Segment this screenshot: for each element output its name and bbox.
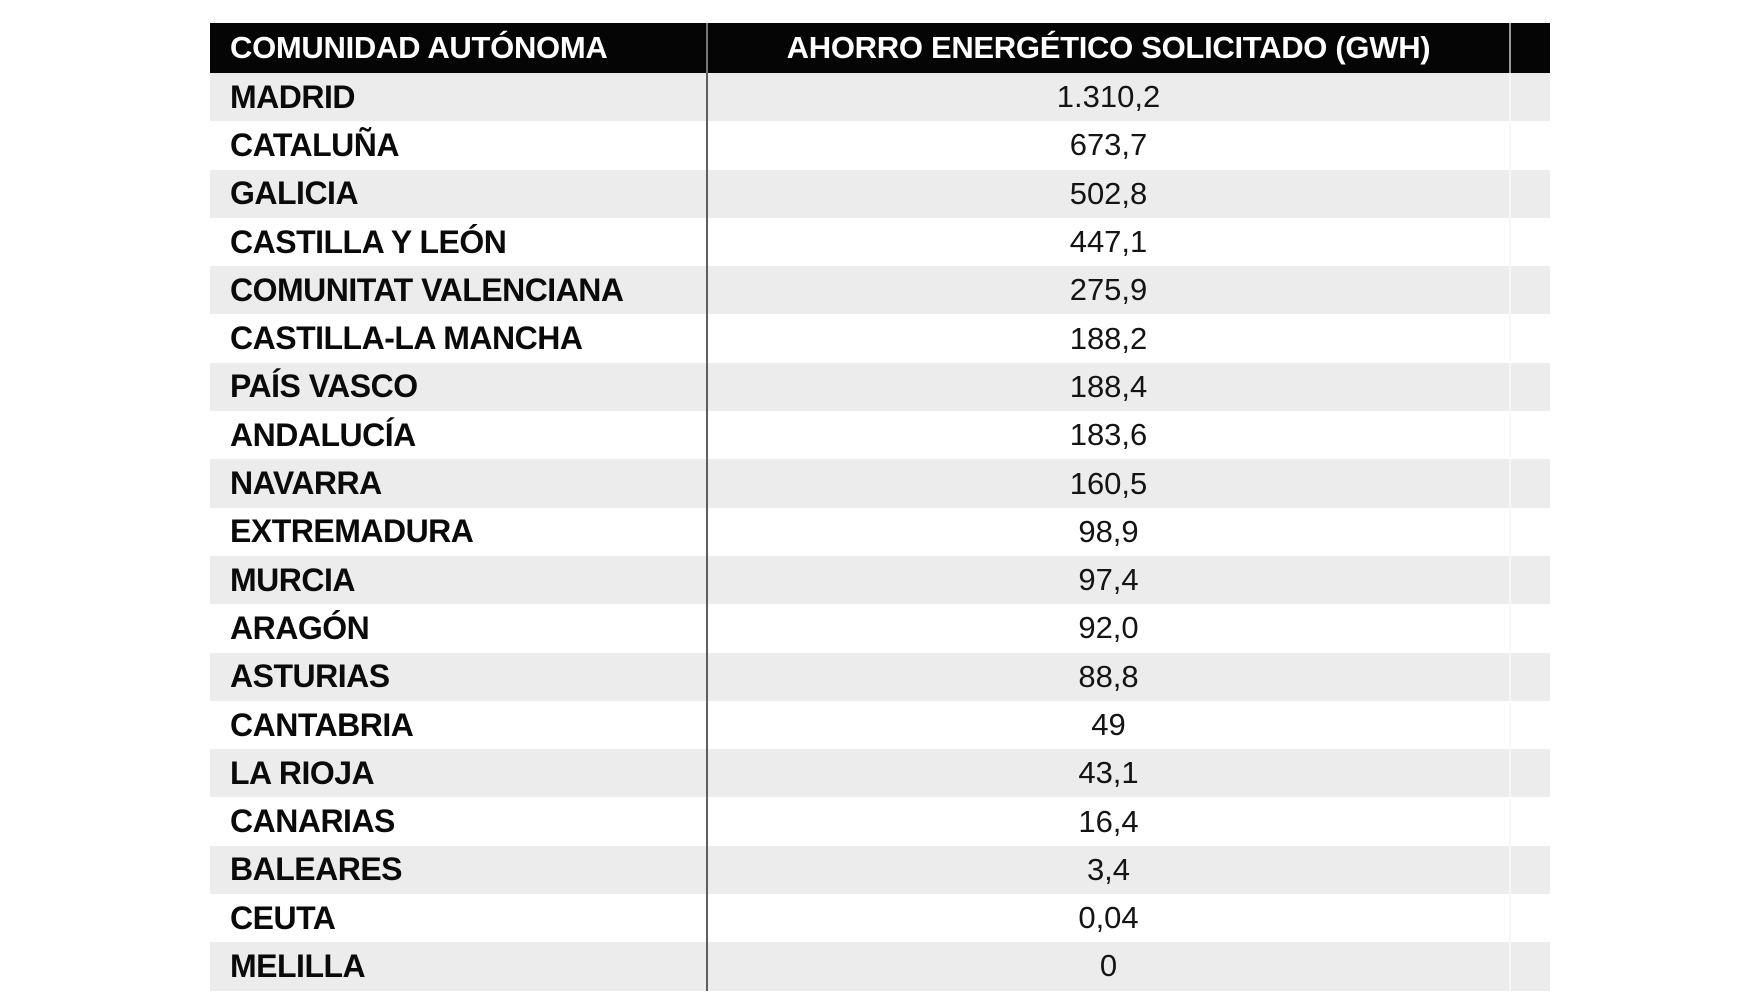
spacer-cell — [1509, 845, 1550, 895]
comunidad-cell: ARAGÓN — [230, 609, 370, 646]
comunidad-cell: MELILLA — [230, 947, 366, 984]
spacer-cell — [1509, 700, 1550, 750]
ahorro-cell: 673,7 — [706, 121, 1510, 170]
comunidad-cell: ANDALUCÍA — [230, 416, 416, 453]
table-row: ARAGÓN 92,0 — [210, 604, 1550, 653]
ahorro-cell: 49 — [706, 700, 1510, 750]
ahorro-cell: 43,1 — [706, 749, 1510, 798]
table-row: CASTILLA-LA MANCHA 188,2 — [210, 314, 1550, 363]
header-cell-spacer — [1509, 23, 1550, 73]
ahorro-cell: 1.310,2 — [706, 73, 1510, 122]
spacer-cell — [1509, 942, 1550, 991]
spacer-cell — [1509, 894, 1550, 943]
table-row: BALEARES 3,4 — [210, 845, 1550, 895]
table-row: MADRID 1.310,2 — [210, 73, 1550, 122]
comunidad-cell: CEUTA — [230, 899, 336, 936]
table-row: CATALUÑA 673,7 — [210, 121, 1550, 170]
ahorro-cell: 188,2 — [706, 314, 1510, 363]
spacer-cell — [1509, 266, 1550, 315]
ahorro-cell: 98,9 — [706, 507, 1510, 556]
comunidad-cell: CANARIAS — [230, 803, 395, 840]
comunidad-cell: COMUNITAT VALENCIANA — [230, 271, 624, 308]
spacer-cell — [1509, 797, 1550, 846]
spacer-cell — [1509, 507, 1550, 556]
table-row: ASTURIAS 88,8 — [210, 652, 1550, 701]
table-row: MURCIA 97,4 — [210, 555, 1550, 605]
comunidad-cell: ASTURIAS — [230, 658, 390, 695]
comunidad-cell: MURCIA — [230, 561, 355, 598]
ahorro-cell: 0,04 — [706, 894, 1510, 943]
comunidad-cell: CANTABRIA — [230, 706, 414, 743]
table-row: ANDALUCÍA 183,6 — [210, 411, 1550, 460]
comunidad-cell: EXTREMADURA — [230, 513, 474, 550]
table-row: CANTABRIA 49 — [210, 700, 1550, 750]
spacer-cell — [1509, 604, 1550, 653]
table-row: COMUNITAT VALENCIANA 275,9 — [210, 266, 1550, 315]
comunidad-cell: CATALUÑA — [230, 126, 400, 163]
spacer-cell — [1509, 121, 1550, 170]
spacer-cell — [1509, 652, 1550, 701]
table-row: PAÍS VASCO 188,4 — [210, 362, 1550, 412]
comunidad-cell: BALEARES — [230, 851, 403, 888]
comunidad-cell: CASTILLA Y LEÓN — [230, 223, 507, 260]
table-row: CASTILLA Y LEÓN 447,1 — [210, 217, 1550, 267]
spacer-cell — [1509, 411, 1550, 460]
ahorro-cell: 92,0 — [706, 604, 1510, 653]
table-row: LA RIOJA 43,1 — [210, 749, 1550, 798]
comunidad-cell: MADRID — [230, 78, 355, 115]
comunidad-cell: CASTILLA-LA MANCHA — [230, 320, 583, 357]
ahorro-cell: 3,4 — [706, 845, 1510, 895]
table-row: GALICIA 502,8 — [210, 169, 1550, 218]
comunidad-cell: LA RIOJA — [230, 754, 375, 791]
ahorro-cell: 183,6 — [706, 411, 1510, 460]
ahorro-cell: 275,9 — [706, 266, 1510, 315]
table-row: EXTREMADURA 98,9 — [210, 507, 1550, 556]
table-row: NAVARRA 160,5 — [210, 459, 1550, 508]
spacer-cell — [1509, 314, 1550, 363]
ahorro-cell: 160,5 — [706, 459, 1510, 508]
table-row: MELILLA 0 — [210, 942, 1550, 991]
spacer-cell — [1509, 169, 1550, 218]
comunidad-cell: PAÍS VASCO — [230, 368, 418, 405]
ahorro-cell: 447,1 — [706, 217, 1510, 267]
spacer-cell — [1509, 749, 1550, 798]
energy-savings-table: COMUNIDAD AUTÓNOMA AHORRO ENERGÉTICO SOL… — [210, 23, 1550, 991]
ahorro-cell: 88,8 — [706, 652, 1510, 701]
spacer-cell — [1509, 555, 1550, 605]
header-cell-ahorro: AHORRO ENERGÉTICO SOLICITADO (GWH) — [706, 23, 1510, 73]
ahorro-cell: 188,4 — [706, 362, 1510, 412]
header-cell-comunidad: COMUNIDAD AUTÓNOMA — [210, 23, 707, 73]
spacer-cell — [1509, 217, 1550, 267]
spacer-cell — [1509, 73, 1550, 122]
spacer-cell — [1509, 362, 1550, 412]
table-row: CEUTA 0,04 — [210, 894, 1550, 943]
comunidad-cell: GALICIA — [230, 175, 359, 212]
ahorro-cell: 0 — [706, 942, 1510, 991]
ahorro-cell: 97,4 — [706, 555, 1510, 605]
energy-savings-table-container: COMUNIDAD AUTÓNOMA AHORRO ENERGÉTICO SOL… — [210, 23, 1550, 991]
table-header-row: COMUNIDAD AUTÓNOMA AHORRO ENERGÉTICO SOL… — [210, 23, 1550, 73]
comunidad-cell: NAVARRA — [230, 465, 382, 502]
ahorro-cell: 502,8 — [706, 169, 1510, 218]
spacer-cell — [1509, 459, 1550, 508]
ahorro-cell: 16,4 — [706, 797, 1510, 846]
table-row: CANARIAS 16,4 — [210, 797, 1550, 846]
